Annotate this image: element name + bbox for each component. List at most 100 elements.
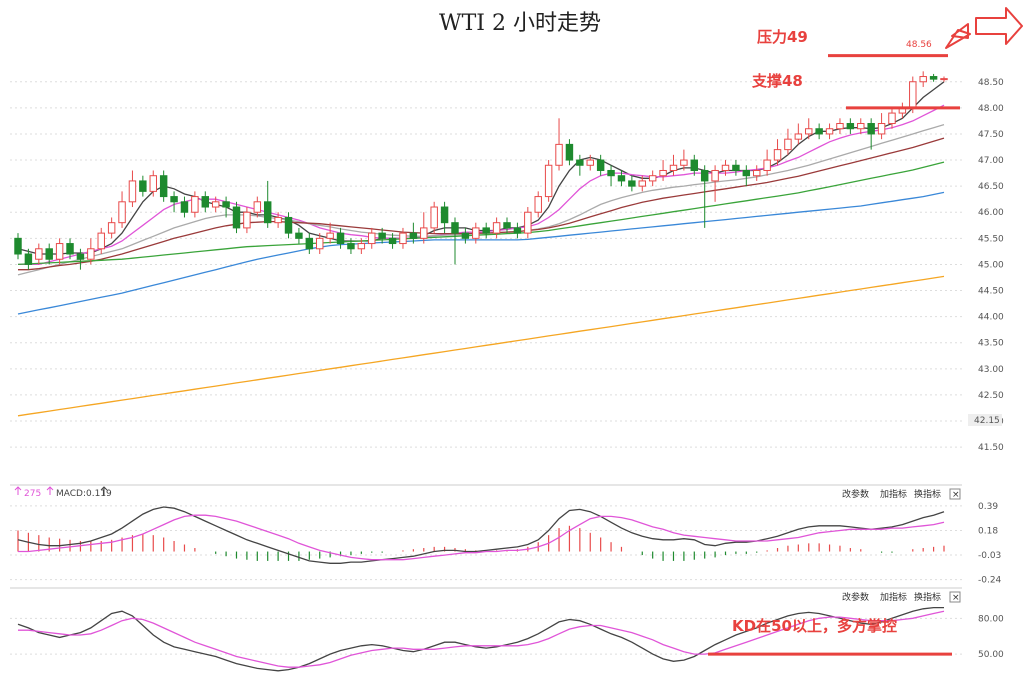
ma250-line — [17, 275, 945, 417]
candle-down — [263, 201, 272, 224]
price-tick-label: 42.50 — [978, 391, 1004, 401]
kd-close-button[interactable] — [949, 591, 961, 603]
candle-down — [628, 180, 636, 187]
candle-up — [773, 149, 782, 161]
price-tick-label: 48.00 — [978, 104, 1004, 114]
candle-up — [659, 169, 667, 177]
annotations: 压力49 支撑48 — [751, 7, 1023, 110]
candle-up — [784, 138, 792, 151]
candle-up — [55, 243, 64, 260]
candle-down — [14, 237, 22, 255]
candle-down — [24, 253, 33, 265]
candle-up — [648, 175, 657, 182]
candle-down — [284, 216, 293, 234]
candle-down — [180, 201, 189, 213]
price-tick-label: 43.50 — [978, 339, 1004, 349]
candle-down — [690, 159, 699, 171]
candle-down — [503, 222, 511, 229]
macd-close-icon[interactable]: × — [952, 490, 960, 500]
candle-up — [909, 81, 917, 109]
current-price-box — [968, 414, 1002, 426]
candle-up — [825, 128, 834, 135]
signal-line — [18, 514, 945, 561]
candle-up — [763, 159, 771, 171]
candle-up — [118, 201, 126, 224]
macd-params-button[interactable]: 改参数 — [842, 488, 869, 500]
price-axis: 48.50 48.00 47.50 47.00 46.50 46.00 45.50 45.00… — [978, 78, 1004, 453]
candle-up — [430, 206, 438, 229]
kd-annotation-label: KD在50以上，多方掌控 — [732, 617, 897, 635]
candle-up — [243, 211, 251, 229]
price-tick-label: 46.50 — [978, 182, 1004, 192]
candle-up — [472, 227, 480, 239]
candle-up — [877, 123, 886, 135]
candle-up — [857, 123, 865, 130]
candle-down — [482, 227, 490, 234]
candlesticks — [14, 71, 948, 270]
candle-up — [253, 201, 262, 213]
kd-close-icon[interactable]: × — [952, 593, 960, 603]
moving-average-lines — [17, 81, 945, 417]
candle-up — [357, 243, 366, 250]
candle-up — [35, 248, 43, 260]
kd-lines — [17, 606, 945, 672]
price-tick-label: 44.00 — [978, 313, 1004, 323]
candle-down — [305, 237, 314, 250]
macd-tick-label: 0.39 — [978, 502, 998, 512]
candle-up — [97, 232, 105, 250]
candle-up — [638, 180, 646, 187]
candle-down — [565, 143, 574, 161]
current-price-label: 42.15 — [974, 416, 1000, 426]
kd-change-indicator-button[interactable]: 换指标 — [914, 591, 941, 603]
candle-down — [700, 169, 709, 182]
price-tick-label: 45.00 — [978, 260, 1004, 270]
candle-up — [586, 159, 594, 166]
price-tick-label: 47.50 — [978, 130, 1004, 140]
candle-up — [316, 237, 324, 250]
candle-down — [440, 206, 449, 224]
candle-down — [378, 232, 386, 239]
price-tick-label: 46.00 — [978, 208, 1004, 218]
candle-down — [45, 248, 53, 260]
kd-add-indicator-button[interactable]: 加指标 — [880, 591, 907, 603]
candle-down — [232, 206, 241, 229]
candle-up — [87, 248, 95, 260]
candle-up — [794, 133, 803, 140]
macd-line — [17, 506, 945, 564]
candle-up — [524, 211, 532, 234]
candle-up — [940, 78, 948, 81]
candle-down — [846, 123, 855, 130]
candle-up — [555, 143, 563, 166]
candle-down — [742, 169, 751, 177]
candle-down — [347, 243, 355, 250]
candle-up — [420, 227, 428, 239]
chart-title: WTI 2 小时走势 — [439, 11, 601, 36]
resistance-label: 压力49 — [757, 28, 808, 46]
candle-down — [388, 237, 397, 245]
macd-lines — [17, 506, 945, 564]
candle-up — [544, 164, 553, 198]
candle-up — [805, 128, 813, 135]
candle-down — [170, 196, 178, 203]
candle-up — [399, 232, 407, 245]
candle-up — [752, 169, 761, 177]
macd-change-indicator-button[interactable]: 换指标 — [914, 488, 941, 500]
candle-down — [929, 76, 938, 80]
candle-down — [76, 253, 85, 260]
price-tick-label: 48.50 — [978, 78, 1004, 88]
kd-tick-label: 80.00 — [978, 614, 1004, 624]
candle-up — [836, 123, 844, 130]
ma30-line — [18, 137, 945, 271]
macd-axis: 0.39 0.18 -0.03 -0.24 — [10, 502, 1002, 586]
price-tick-label: 45.50 — [978, 234, 1004, 244]
kd-d-line — [18, 610, 945, 668]
candle-up — [191, 196, 199, 213]
macd-close-button[interactable] — [949, 488, 961, 500]
candle-up — [721, 164, 730, 171]
candle-up — [149, 175, 157, 192]
macd-add-indicator-button[interactable]: 加指标 — [880, 488, 907, 500]
ma10-line — [18, 104, 945, 266]
kd-params-button[interactable]: 改参数 — [842, 591, 869, 603]
